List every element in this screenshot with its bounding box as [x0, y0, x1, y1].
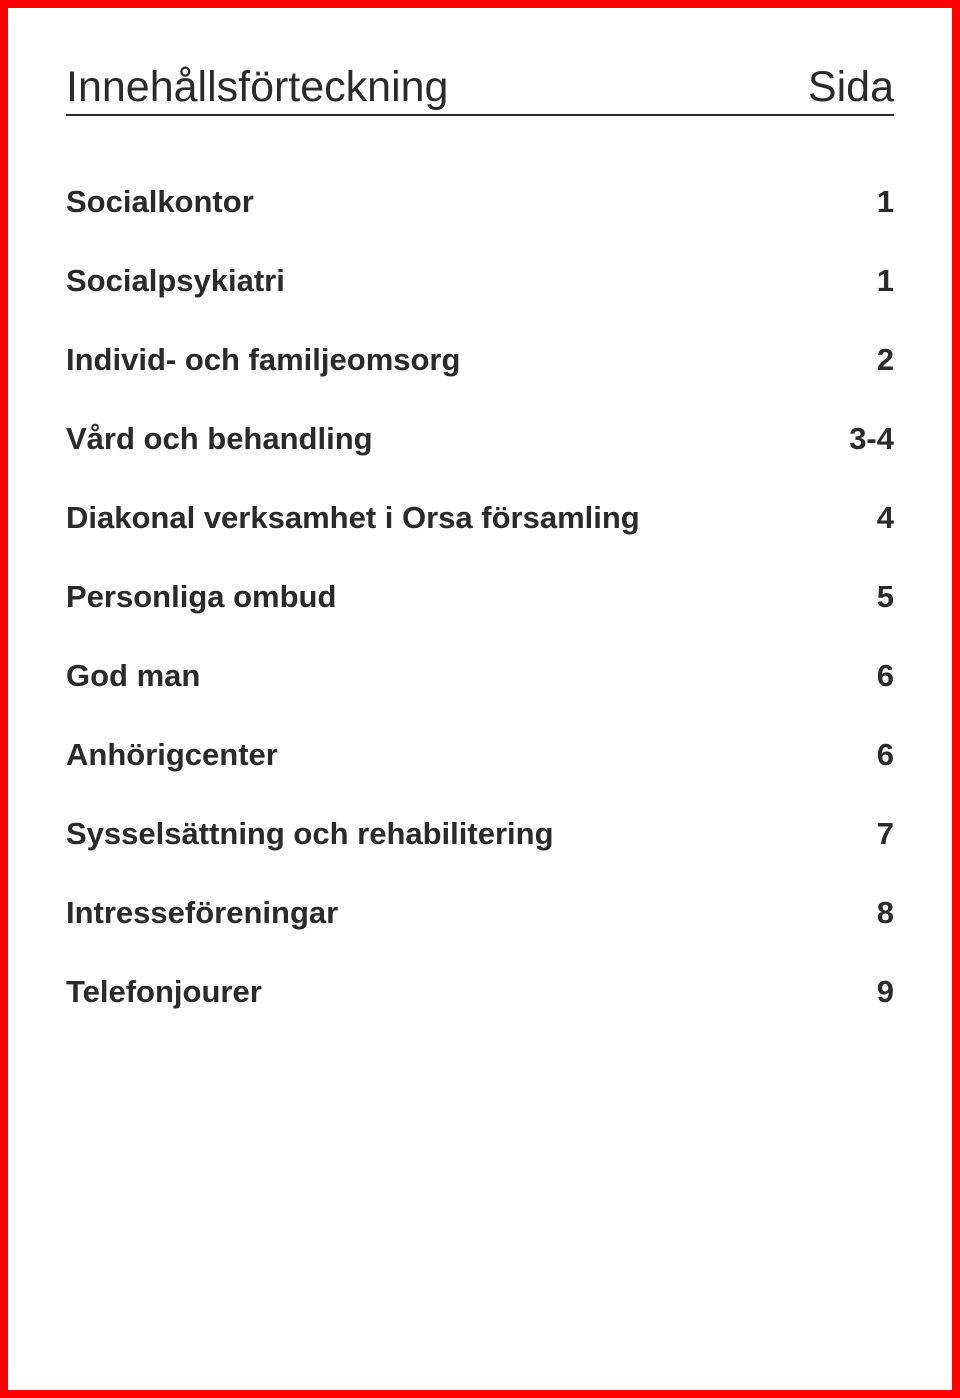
- toc-row: Vård och behandling 3-4: [66, 421, 894, 457]
- toc-row-page: 1: [877, 263, 894, 299]
- toc-header: Innehållsförteckning Sida: [66, 63, 894, 116]
- toc-page-column-header: Sida: [808, 63, 894, 112]
- toc-row-label: Diakonal verksamhet i Orsa församling: [66, 500, 640, 536]
- toc-list: Socialkontor 1 Socialpsykiatri 1 Individ…: [66, 184, 894, 1053]
- toc-row-page: 9: [877, 974, 894, 1010]
- toc-row: Sysselsättning och rehabilitering 7: [66, 816, 894, 852]
- toc-row-page: 3-4: [849, 421, 894, 457]
- toc-row: Telefonjourer 9: [66, 974, 894, 1010]
- toc-row: God man 6: [66, 658, 894, 694]
- toc-row-label: Telefonjourer: [66, 974, 262, 1010]
- toc-row-page: 8: [877, 895, 894, 931]
- toc-row: Socialpsykiatri 1: [66, 263, 894, 299]
- toc-row: Personliga ombud 5: [66, 579, 894, 615]
- toc-title: Innehållsförteckning: [66, 63, 448, 112]
- toc-row-label: Sysselsättning och rehabilitering: [66, 816, 554, 852]
- toc-row: Intresseföreningar 8: [66, 895, 894, 931]
- toc-row-page: 6: [877, 658, 894, 694]
- toc-row-label: Anhörigcenter: [66, 737, 278, 773]
- toc-row-page: 1: [877, 184, 894, 220]
- toc-row-page: 4: [877, 500, 894, 536]
- toc-row-label: Socialkontor: [66, 184, 254, 220]
- toc-row-label: Intresseföreningar: [66, 895, 338, 931]
- page-border: Innehållsförteckning Sida Socialkontor 1…: [0, 0, 960, 1398]
- toc-row-page: 6: [877, 737, 894, 773]
- toc-row: Diakonal verksamhet i Orsa församling 4: [66, 500, 894, 536]
- toc-row-page: 5: [877, 579, 894, 615]
- toc-row-page: 7: [877, 816, 894, 852]
- toc-row-label: Individ- och familjeomsorg: [66, 342, 460, 378]
- toc-row: Anhörigcenter 6: [66, 737, 894, 773]
- toc-row-page: 2: [877, 342, 894, 378]
- toc-row: Individ- och familjeomsorg 2: [66, 342, 894, 378]
- toc-row-label: Socialpsykiatri: [66, 263, 285, 299]
- toc-row-label: God man: [66, 658, 200, 694]
- toc-row: Socialkontor 1: [66, 184, 894, 220]
- toc-row-label: Personliga ombud: [66, 579, 336, 615]
- toc-row-label: Vård och behandling: [66, 421, 373, 457]
